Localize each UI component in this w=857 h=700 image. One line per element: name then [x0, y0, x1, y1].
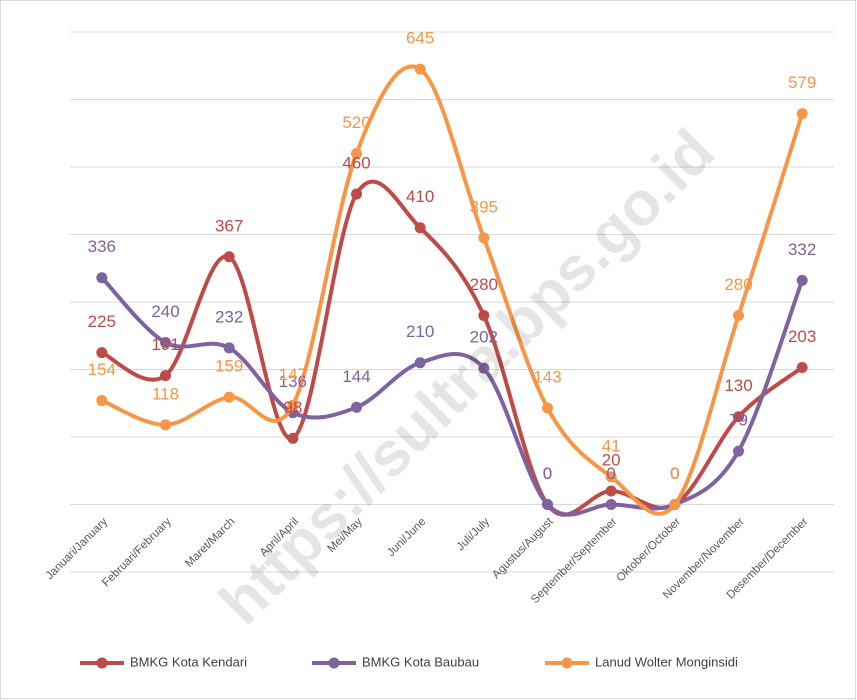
data-label: 144: [342, 367, 370, 386]
point: [223, 391, 235, 403]
data-label: 20: [602, 450, 621, 469]
point: [733, 445, 744, 457]
data-label: 210: [406, 322, 434, 341]
data-label: 41: [602, 436, 621, 455]
point: [605, 499, 617, 510]
data-label: 520: [342, 113, 370, 132]
data-label: 232: [215, 307, 243, 326]
point: [414, 357, 426, 369]
point: [414, 63, 426, 75]
data-label: 645: [406, 29, 434, 48]
data-label: 79: [729, 411, 748, 430]
data-label: 460: [342, 153, 370, 172]
data-label: 130: [724, 376, 752, 395]
point: [542, 402, 553, 414]
data-label: 579: [788, 73, 816, 92]
data-label: 159: [215, 357, 243, 376]
data-label: 367: [215, 216, 243, 235]
point: [414, 222, 426, 234]
point: [96, 347, 108, 359]
data-label: 410: [406, 187, 434, 206]
data-label: 154: [88, 360, 116, 379]
point: [669, 499, 681, 510]
point: [796, 274, 808, 286]
data-label: 0: [543, 464, 552, 483]
point: [733, 310, 744, 321]
legend: BMKG Kota Kendari BMKG Kota Baubau Lanud W…: [80, 654, 738, 669]
data-label: 118: [152, 384, 179, 403]
data-label: 0: [670, 464, 679, 483]
data-label: 280: [470, 275, 498, 294]
legend-marker: [96, 657, 108, 669]
data-label: 332: [788, 240, 816, 259]
point: [605, 471, 617, 483]
point: [287, 399, 299, 411]
point: [733, 411, 744, 423]
data-label: 143: [533, 367, 561, 386]
legend-label: Lanud Wolter Monginsidi: [595, 654, 738, 669]
legend-marker: [561, 657, 573, 669]
data-label: 203: [788, 327, 816, 346]
point: [223, 251, 235, 263]
point: [796, 361, 808, 373]
data-label: 136: [279, 372, 307, 391]
point: [351, 188, 362, 200]
legend-label: BMKG Kota Kendari: [130, 654, 247, 669]
data-label: 0: [543, 464, 552, 483]
data-label: 98: [283, 398, 302, 417]
point: [542, 499, 553, 510]
data-label: 395: [470, 197, 498, 216]
point: [160, 370, 171, 382]
legend-label: BMKG Kota Baubau: [362, 654, 479, 669]
point: [796, 108, 808, 120]
series-line: [99, 64, 805, 516]
point: [223, 342, 235, 354]
point: [478, 310, 490, 321]
point: [160, 419, 171, 431]
point: [96, 272, 108, 284]
legend-marker: [328, 657, 340, 669]
data-label: 0: [606, 464, 615, 483]
point: [351, 148, 362, 159]
data-label: 240: [151, 302, 179, 321]
data-label: 147: [279, 365, 307, 384]
point: [478, 362, 490, 374]
point: [287, 432, 299, 444]
point: [160, 337, 171, 348]
lines: [96, 63, 808, 517]
data-label: 280: [724, 275, 752, 294]
data-label: 202: [470, 328, 498, 347]
data-label: 0: [670, 464, 679, 483]
data-label: 225: [88, 312, 116, 331]
data-label: 0: [670, 464, 679, 483]
point: [605, 485, 617, 497]
point: [478, 232, 490, 244]
point: [96, 395, 108, 407]
point: [351, 401, 362, 413]
data-label: 336: [88, 237, 116, 256]
data-label: 191: [151, 335, 179, 354]
